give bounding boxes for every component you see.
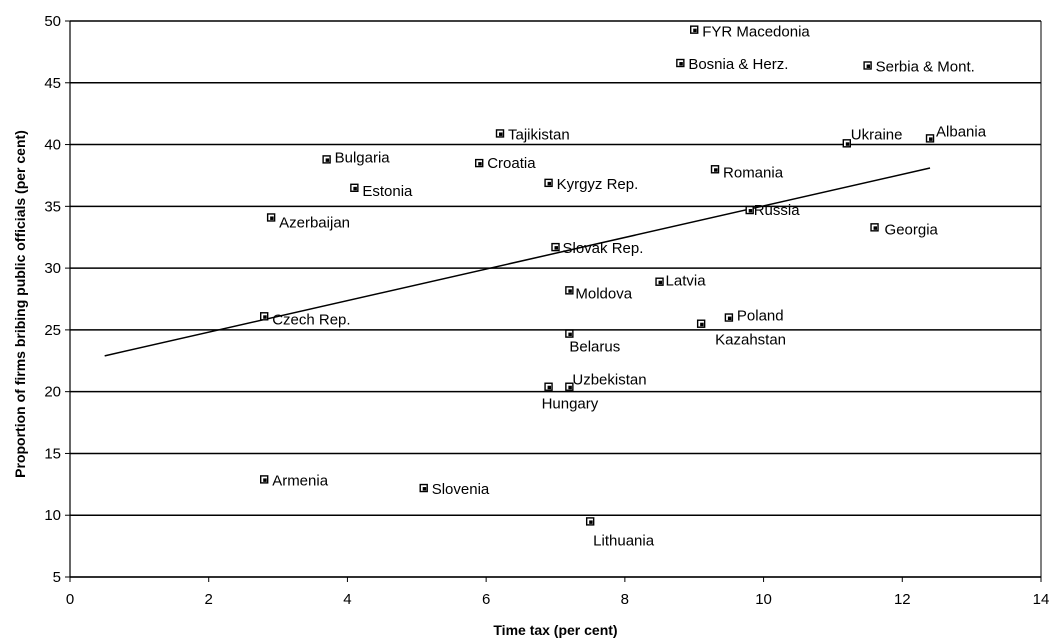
point-label: Lithuania xyxy=(593,532,655,549)
y-tick-label: 20 xyxy=(44,384,61,401)
data-point-marker-fill xyxy=(547,181,552,186)
point-label: Slovak Rep. xyxy=(563,240,644,257)
point-label: Uzbekistan xyxy=(572,372,646,389)
tick-labels: 0 2 4 6 8 10 12 14 5 10 15 20 25 30 35 40 45 50 xyxy=(44,13,1049,608)
data-points xyxy=(260,25,935,526)
y-tick-label: 35 xyxy=(44,198,61,215)
data-point-marker-fill xyxy=(422,487,427,491)
y-tick-label: 45 xyxy=(44,75,61,92)
point-label: Czech Rep. xyxy=(272,311,350,328)
data-point-marker-fill xyxy=(263,478,267,482)
data-point-marker-fill xyxy=(478,162,482,166)
data-point-marker-fill xyxy=(568,289,572,293)
y-tick-label: 5 xyxy=(53,569,61,586)
point-label: Kazahstan xyxy=(715,332,786,349)
y-tick-label: 15 xyxy=(44,445,61,462)
data-point-marker-fill xyxy=(547,385,552,390)
point-label: FYR Macedonia xyxy=(702,24,810,41)
x-tick-label: 0 xyxy=(66,591,74,608)
x-tick-label: 12 xyxy=(894,591,911,608)
data-point-marker-fill xyxy=(714,168,718,172)
point-label: Romania xyxy=(723,164,784,181)
point-labels: FYR Macedonia Bosnia & Herz. Serbia & Mont… xyxy=(272,24,987,550)
y-tick-label: 50 xyxy=(44,13,61,30)
y-tick-label: 30 xyxy=(44,260,61,277)
point-label: Tajikistan xyxy=(508,126,570,143)
x-tick-label: 14 xyxy=(1033,591,1049,608)
gridlines xyxy=(70,20,1042,578)
data-point-marker-fill xyxy=(679,62,683,66)
axes xyxy=(65,20,1042,582)
point-label: Belarus xyxy=(569,339,620,356)
point-label: Bulgaria xyxy=(335,149,391,166)
point-label: Slovenia xyxy=(432,481,490,498)
point-label: Albania xyxy=(936,123,987,140)
point-label: Moldova xyxy=(575,285,632,302)
data-point-marker-fill xyxy=(499,132,503,136)
point-label: Armenia xyxy=(272,472,329,489)
point-label: Azerbaijan xyxy=(279,214,350,231)
data-point-marker-fill xyxy=(693,28,697,33)
x-tick-label: 8 xyxy=(621,591,629,608)
point-label: Croatia xyxy=(487,155,536,172)
x-axis-title: Time tax (per cent) xyxy=(493,622,617,638)
data-point-marker-fill xyxy=(263,315,267,319)
point-label: Russia xyxy=(754,202,801,219)
y-tick-label: 40 xyxy=(44,137,61,154)
y-tick-label: 10 xyxy=(44,507,61,524)
data-point-marker-fill xyxy=(270,216,274,220)
x-tick-label: 4 xyxy=(343,591,351,608)
data-point-marker-fill xyxy=(568,385,572,390)
y-tick-label: 25 xyxy=(44,322,61,339)
point-label: Georgia xyxy=(885,221,939,238)
data-point-marker-fill xyxy=(325,158,330,162)
data-point-marker-fill xyxy=(727,316,732,321)
data-point-marker-fill xyxy=(554,246,558,250)
data-point-marker-fill xyxy=(589,520,593,524)
point-label: Estonia xyxy=(362,183,413,200)
data-point-marker-fill xyxy=(353,186,357,191)
x-tick-label: 10 xyxy=(755,591,772,608)
x-tick-label: 2 xyxy=(205,591,213,608)
data-point-marker-fill xyxy=(658,280,663,285)
point-label: Poland xyxy=(737,308,784,325)
data-point-marker-fill xyxy=(866,64,871,68)
point-label: Latvia xyxy=(666,273,707,290)
point-label: Ukraine xyxy=(851,126,903,143)
data-point-marker-fill xyxy=(748,209,753,213)
data-point-marker-fill xyxy=(700,322,704,327)
data-point-marker-fill xyxy=(929,137,933,141)
data-point-marker-fill xyxy=(873,226,878,230)
data-point-marker-fill xyxy=(568,332,572,337)
point-label: Serbia & Mont. xyxy=(876,58,975,75)
point-label: Hungary xyxy=(542,396,599,413)
trend-line xyxy=(104,167,931,357)
point-label: Bosnia & Herz. xyxy=(688,56,788,73)
point-label: Kyrgyz Rep. xyxy=(557,176,639,193)
data-point-marker-fill xyxy=(845,142,850,146)
x-tick-label: 6 xyxy=(482,591,490,608)
y-axis-title: Proportion of firms bribing public offic… xyxy=(12,130,28,478)
